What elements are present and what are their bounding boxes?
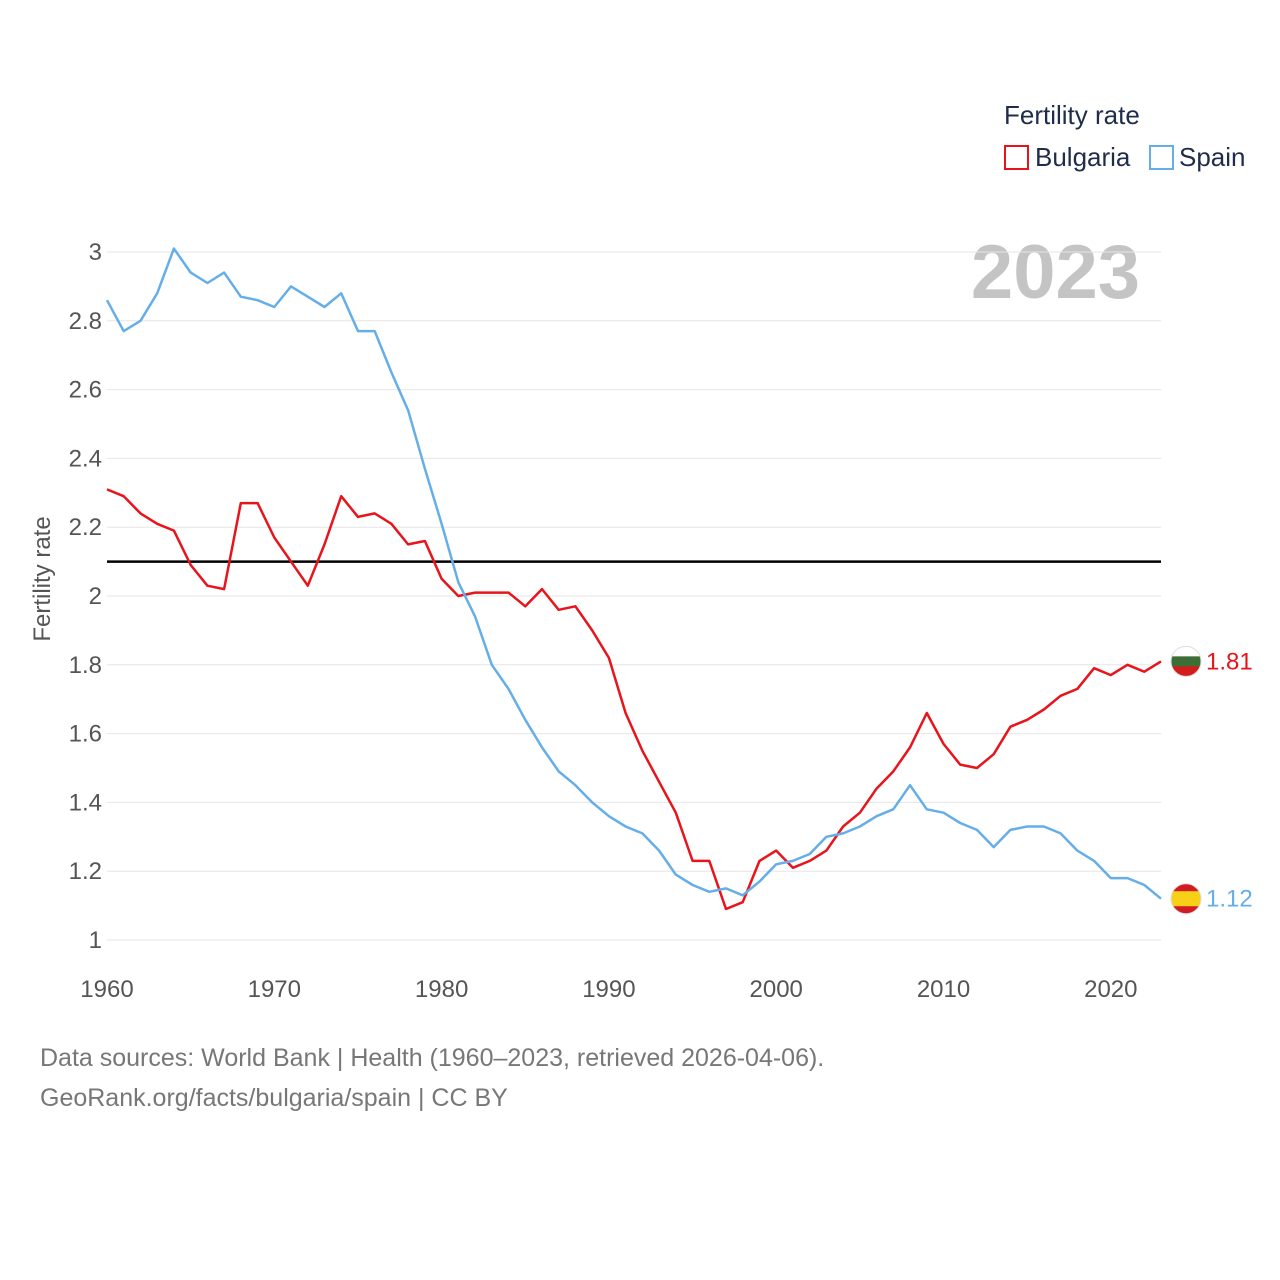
end-value-bulgaria: 1.81 — [1206, 648, 1253, 675]
x-tick-label: 1990 — [582, 976, 635, 1003]
series-line-spain — [105, 247, 1162, 900]
y-tick-label: 2.8 — [69, 308, 102, 335]
legend-item-bulgaria[interactable]: Bulgaria — [1004, 142, 1131, 172]
y-tick-label: 1.6 — [69, 721, 102, 748]
y-tick-label: 1.8 — [69, 652, 102, 679]
series-line-bulgaria — [106, 488, 1162, 911]
bulgaria-flag-icon — [1170, 645, 1202, 677]
spain-flag-icon — [1170, 883, 1202, 915]
y-tick-label: 1.2 — [69, 858, 102, 885]
y-tick-label: 3 — [89, 239, 102, 266]
current-year-label: 2023 — [971, 230, 1140, 315]
legend-swatch-bulgaria — [1004, 145, 1029, 170]
end-flags: 1.81 1.12 — [1170, 645, 1253, 915]
gridlines — [107, 251, 1161, 941]
x-tick-label: 1960 — [80, 976, 133, 1003]
legend-label-bulgaria: Bulgaria — [1035, 142, 1131, 172]
footer-sources: Data sources: World Bank | Health (1960–… — [40, 1044, 825, 1072]
y-tick-label: 2.4 — [69, 445, 102, 472]
legend-item-spain[interactable]: Spain — [1149, 142, 1246, 172]
y-tick-label: 1 — [89, 927, 102, 954]
y-tick-label: 2 — [89, 583, 102, 610]
footer-link[interactable]: GeoRank.org/facts/bulgaria/spain | CC BY — [40, 1084, 508, 1112]
y-tick-label: 1.4 — [69, 789, 102, 816]
legend-label-spain: Spain — [1179, 142, 1246, 172]
x-tick-label: 1980 — [415, 976, 468, 1003]
series-lines — [105, 247, 1162, 911]
x-tick-label: 1970 — [248, 976, 301, 1003]
x-tick-label: 2010 — [917, 976, 970, 1003]
end-value-spain: 1.12 — [1206, 886, 1253, 913]
x-tick-label: 2000 — [750, 976, 803, 1003]
y-tick-label: 2.6 — [69, 377, 102, 404]
legend-swatch-spain — [1149, 145, 1174, 170]
x-tick-label: 2020 — [1084, 976, 1137, 1003]
y-tick-label: 2.2 — [69, 514, 102, 541]
y-axis-ticks: 1 1.2 1.4 1.6 1.8 2 2.2 2.4 2.6 2.8 3 — [69, 239, 102, 954]
legend-title: Fertility rate — [1004, 100, 1140, 130]
y-axis-title: Fertility rate — [29, 516, 56, 641]
x-axis-ticks: 1960 1970 1980 1990 2000 2010 2020 — [80, 976, 1137, 1003]
